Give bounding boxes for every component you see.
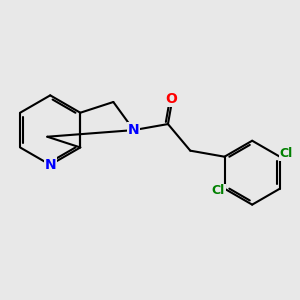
Text: Cl: Cl [280,147,293,161]
Text: N: N [128,123,140,137]
Text: N: N [44,158,56,172]
Text: O: O [166,92,178,106]
Text: Cl: Cl [212,184,225,197]
